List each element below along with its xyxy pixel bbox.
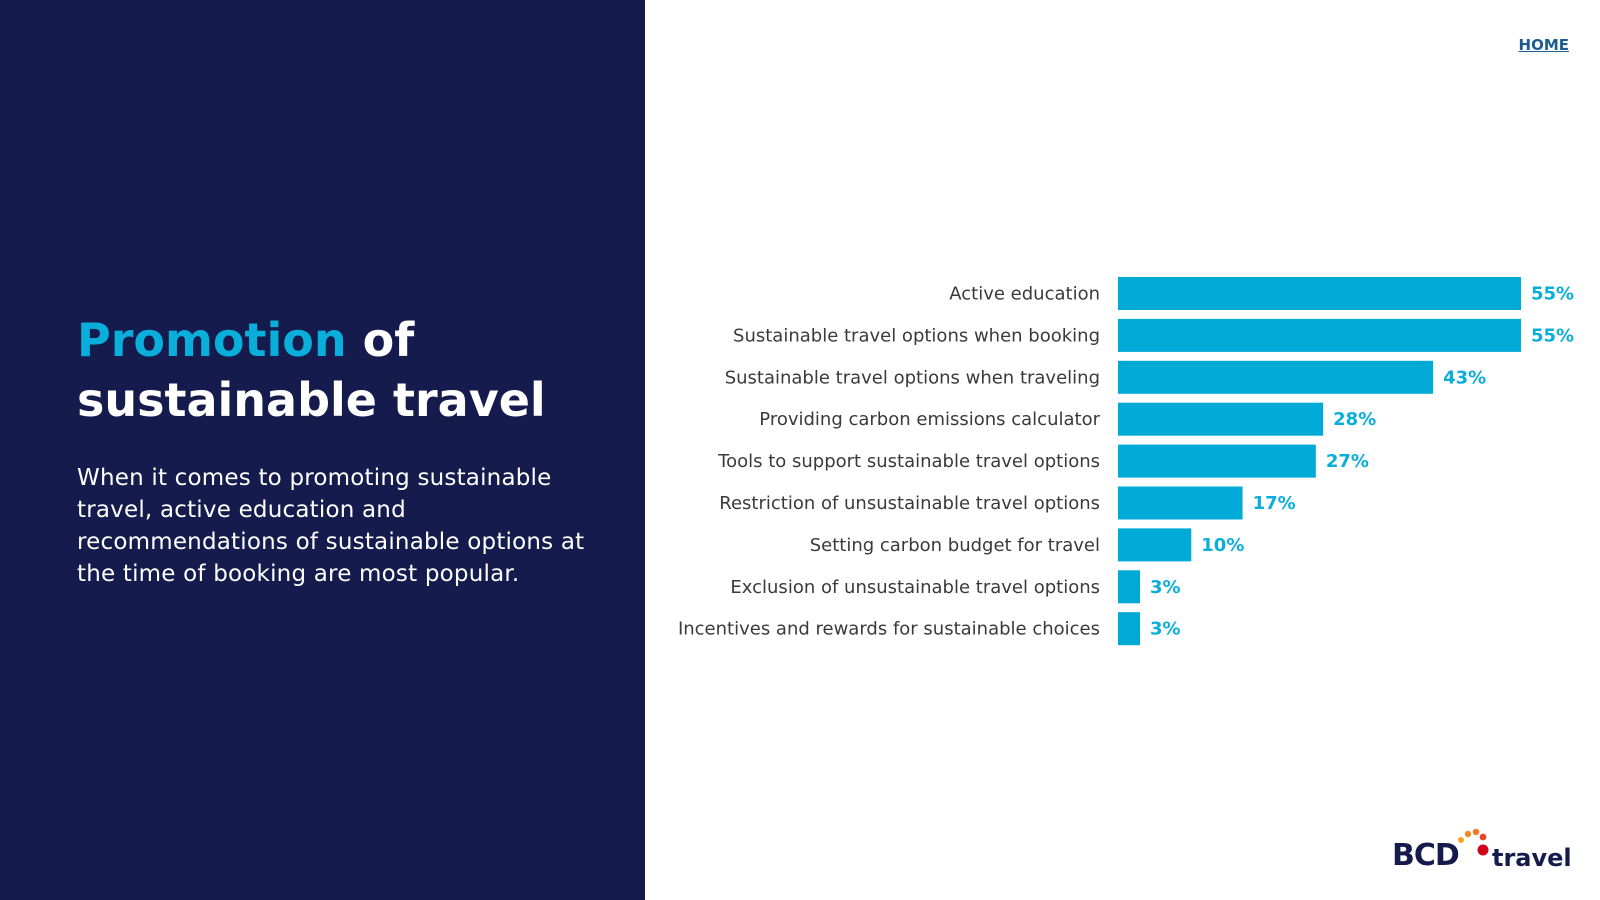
bar — [1118, 360, 1434, 394]
home-link[interactable]: HOME — [1518, 36, 1569, 54]
description: When it comes to promoting sustainable t… — [77, 465, 585, 587]
value-label: 17% — [1253, 493, 1296, 514]
bar — [1118, 612, 1140, 646]
bar — [1118, 402, 1324, 436]
title-rest-line-2: sustainable travel — [77, 373, 546, 427]
bar — [1118, 528, 1192, 562]
bar — [1118, 444, 1316, 478]
category-label: Setting carbon budget for travel — [810, 535, 1100, 556]
value-label: 27% — [1326, 451, 1369, 472]
value-label: 10% — [1201, 535, 1244, 556]
logo-dots-icon — [1458, 828, 1489, 856]
page-title: Promotion of sustainable travel — [77, 310, 546, 430]
left-panel: Promotion of sustainable travel When it c… — [0, 0, 645, 900]
category-label: Incentives and rewards for sustainable c… — [678, 619, 1100, 640]
bar — [1118, 570, 1140, 604]
category-label: Active education — [949, 284, 1100, 305]
category-label: Providing carbon emissions calculator — [759, 409, 1100, 430]
category-label: Sustainable travel options when booking — [733, 325, 1100, 346]
title-accent: Promotion — [77, 313, 347, 367]
value-label: 43% — [1443, 367, 1486, 388]
logo-travel-text: travel — [1492, 844, 1572, 872]
logo-bcd-text: BCD — [1392, 838, 1460, 873]
category-label: Sustainable travel options when travelin… — [725, 367, 1100, 388]
bar — [1118, 486, 1243, 520]
value-label: 55% — [1531, 325, 1574, 346]
bar — [1118, 277, 1521, 310]
category-label: Exclusion of unsustainable travel option… — [730, 577, 1100, 598]
title-rest-line-1: of — [346, 313, 415, 367]
category-label: Tools to support sustainable travel opti… — [717, 451, 1100, 472]
value-label: 28% — [1333, 409, 1376, 430]
value-label: 3% — [1150, 577, 1181, 598]
value-label: 55% — [1531, 284, 1574, 305]
category-label: Restriction of unsustainable travel opti… — [719, 493, 1100, 514]
value-label: 3% — [1150, 619, 1181, 640]
bar — [1118, 318, 1521, 352]
